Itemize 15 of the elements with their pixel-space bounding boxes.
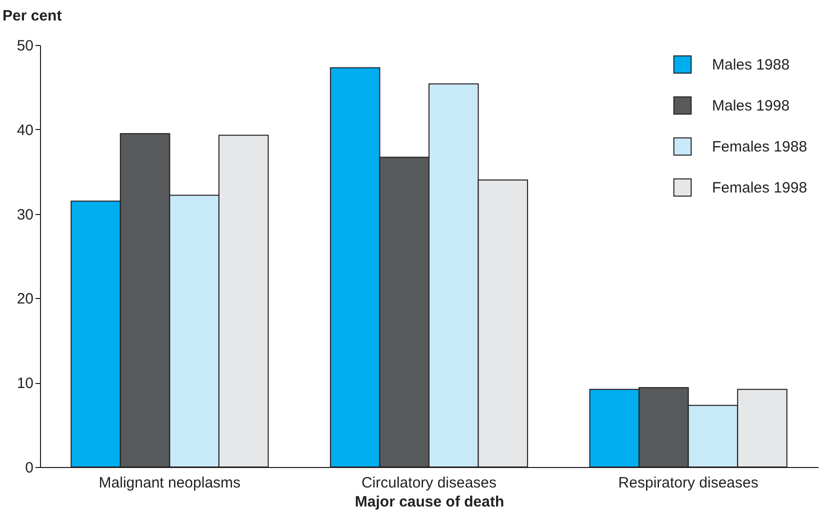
y-tick-label: 30	[16, 206, 34, 224]
x-tick-label: Respiratory diseases	[618, 474, 758, 492]
x-tick-label: Malignant neoplasms	[98, 474, 241, 492]
x-tick-label: Circulatory diseases	[361, 474, 497, 492]
legend-label: Males 1998	[712, 98, 790, 114]
y-tick-label: 40	[16, 122, 34, 139]
y-tick-label: 10	[16, 375, 34, 392]
y-tick-label: 0	[25, 460, 34, 476]
legend-label: Females 1998	[712, 180, 808, 196]
x-axis-title: Major cause of death	[354, 494, 504, 510]
y-tick-label: 50	[16, 38, 34, 54]
legend-label: Females 1988	[712, 138, 808, 156]
y-tick-label: 20	[16, 290, 34, 308]
y-axis-title: Per cent	[2, 8, 62, 24]
legend-label: Males 1988	[712, 56, 790, 74]
